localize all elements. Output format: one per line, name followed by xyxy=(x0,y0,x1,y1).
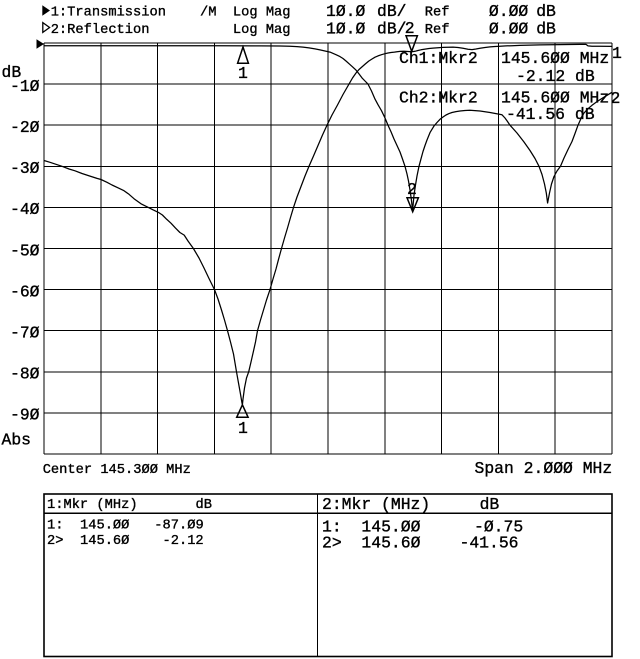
svg-text:Log: Log xyxy=(233,23,258,38)
svg-text:/M: /M xyxy=(200,5,216,21)
svg-text:Abs: Abs xyxy=(2,431,32,450)
svg-text:-41.56: -41.56 xyxy=(460,533,519,552)
svg-text:Ref: Ref xyxy=(425,5,450,21)
svg-text:Ø.ØØ: Ø.ØØ xyxy=(489,2,529,21)
svg-text:dB: dB xyxy=(536,2,556,21)
svg-text:-8Ø: -8Ø xyxy=(10,365,40,384)
svg-text:-3Ø: -3Ø xyxy=(10,159,40,178)
svg-text:-41.56 dB: -41.56 dB xyxy=(506,105,595,124)
svg-text:1Ø.Ø: 1Ø.Ø xyxy=(326,2,366,21)
svg-text:-5Ø: -5Ø xyxy=(10,241,40,260)
svg-text:dB: dB xyxy=(536,20,556,39)
svg-text:1Ø.Ø: 1Ø.Ø xyxy=(326,20,366,39)
svg-text:-2.12 dB: -2.12 dB xyxy=(516,67,595,86)
svg-text:2:Reflection: 2:Reflection xyxy=(51,22,150,38)
svg-text:145.6ØØ MHz: 145.6ØØ MHz xyxy=(501,88,609,107)
svg-text:-1Ø: -1Ø xyxy=(10,77,40,96)
svg-text:1:: 1: xyxy=(47,519,63,534)
svg-text:-2Ø: -2Ø xyxy=(10,118,40,137)
svg-text:145.6ØØ MHz: 145.6ØØ MHz xyxy=(501,49,609,68)
svg-text:Ch2:Mkr2: Ch2:Mkr2 xyxy=(399,88,478,107)
svg-text:1:Transmission: 1:Transmission xyxy=(51,5,166,21)
svg-text:1:: 1: xyxy=(322,518,342,537)
svg-text:1: 1 xyxy=(238,64,248,83)
svg-text:Center 145.3ØØ MHz: Center 145.3ØØ MHz xyxy=(43,462,191,478)
svg-text:dB/: dB/ xyxy=(377,2,407,21)
svg-text:dB/: dB/ xyxy=(377,20,407,39)
svg-text:145.6Ø: 145.6Ø xyxy=(361,533,420,552)
svg-text:1: 1 xyxy=(238,419,248,438)
svg-text:2: 2 xyxy=(611,89,621,108)
svg-text:1: 1 xyxy=(612,44,622,63)
svg-text:2: 2 xyxy=(405,19,415,38)
svg-text:2: 2 xyxy=(407,180,417,199)
svg-text:Ø.ØØ: Ø.ØØ xyxy=(489,20,529,39)
svg-text:Log Mag: Log Mag xyxy=(233,6,291,21)
svg-text:-6Ø: -6Ø xyxy=(10,282,40,301)
svg-text:-87.Ø9: -87.Ø9 xyxy=(154,518,203,534)
svg-text:145.ØØ: 145.ØØ xyxy=(361,518,420,537)
svg-text:2>: 2> xyxy=(47,534,63,549)
svg-text:2:Mkr (MHz): 2:Mkr (MHz) xyxy=(322,495,430,514)
svg-text:Mag: Mag xyxy=(266,23,291,38)
svg-text:-2.12: -2.12 xyxy=(163,534,204,549)
svg-text:1:Mkr (MHz): 1:Mkr (MHz) xyxy=(47,497,138,513)
svg-text:145.ØØ: 145.ØØ xyxy=(80,518,129,534)
svg-text:dB: dB xyxy=(196,497,212,513)
svg-text:Ref: Ref xyxy=(425,22,450,38)
svg-text:Span 2.ØØØ MHz: Span 2.ØØØ MHz xyxy=(475,459,613,478)
svg-text:-Ø.75: -Ø.75 xyxy=(474,518,523,537)
svg-text:-7Ø: -7Ø xyxy=(10,324,40,343)
svg-text:dB: dB xyxy=(2,63,22,82)
svg-text:-9Ø: -9Ø xyxy=(10,406,40,425)
svg-text:2>: 2> xyxy=(322,533,342,552)
svg-text:-4Ø: -4Ø xyxy=(10,200,40,219)
svg-text:dB: dB xyxy=(480,495,500,514)
svg-text:145.6Ø: 145.6Ø xyxy=(80,533,129,549)
svg-text:Ch1:Mkr2: Ch1:Mkr2 xyxy=(399,49,478,68)
